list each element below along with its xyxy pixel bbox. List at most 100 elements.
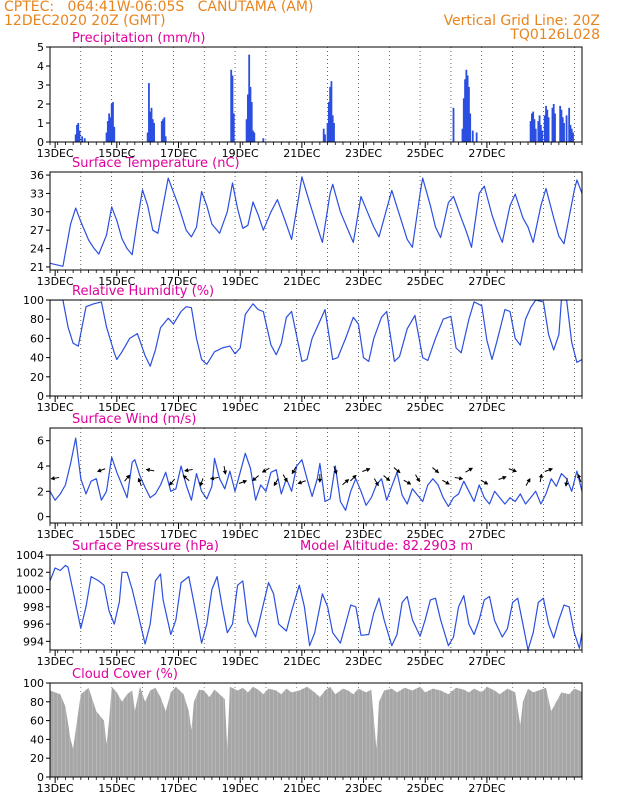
- precip-bar-34: [322, 128, 325, 142]
- header-datetime: 12DEC2020 20Z (GMT): [4, 13, 166, 29]
- precip-bar-48: [468, 86, 470, 142]
- precip-bar-32: [253, 132, 256, 142]
- temperature-y-label-24: 24: [30, 243, 44, 256]
- pressure-x-label-7: 27DEC: [468, 655, 505, 668]
- wind-arrow-head-13: [261, 468, 267, 473]
- precip-bar-66: [552, 104, 555, 142]
- precip-bar-22: [164, 136, 167, 142]
- wind-arrow-head-4: [145, 467, 150, 473]
- temperature-y-label-30: 30: [30, 206, 44, 219]
- wind-arrow-head-14: [273, 481, 278, 487]
- precip-bar-60: [541, 130, 544, 142]
- wind-arrow-head-27: [415, 477, 420, 483]
- wind-title: Surface Wind (m/s): [72, 412, 196, 427]
- header-grid-note: Vertical Grid Line: 20Z: [443, 13, 600, 29]
- precip-bar-3: [78, 130, 81, 142]
- header-code: TQ0126L028: [510, 27, 600, 43]
- cloud-x-label-2: 17DEC: [160, 782, 197, 795]
- precip-bar-69: [560, 109, 563, 142]
- wind-arrow-head-21: [352, 474, 357, 480]
- pressure-x-label-5: 23DEC: [345, 655, 382, 668]
- header-location: CPTEC: 064:41W-06:05S CANUTAMA (AM): [4, 0, 314, 15]
- wind-x-label-5: 23DEC: [345, 528, 382, 541]
- precip-y-label-1: 1: [37, 117, 44, 130]
- wind-arrow-head-35: [526, 478, 531, 483]
- precip-bar-5: [83, 138, 86, 142]
- humidity-y-label-100: 100: [23, 294, 44, 307]
- wind-x-label-7: 27DEC: [468, 528, 505, 541]
- precip-bar-9: [109, 117, 112, 142]
- wind-arrow-head-25: [396, 468, 401, 474]
- precip-y-label-0: 0: [37, 136, 44, 149]
- cloud-frame: [49, 682, 583, 778]
- wind-arrow-head-37: [548, 467, 553, 472]
- precip-bar-10: [110, 104, 113, 142]
- wind-arrow-head-36: [538, 473, 544, 478]
- precip-bar-24: [231, 75, 234, 142]
- precip-bar-17: [151, 119, 154, 142]
- wind-x-label-2: 17DEC: [160, 528, 197, 541]
- precip-bar-47: [466, 75, 469, 142]
- precip-bar-68: [559, 105, 562, 142]
- pressure-x-label-4: 21DEC: [283, 655, 320, 668]
- wind-arrow-head-24: [385, 476, 391, 482]
- humidity-x-label-2: 17DEC: [160, 401, 197, 414]
- humidity-x-label-7: 27DEC: [468, 401, 505, 414]
- cloud-y-label-100: 100: [23, 677, 44, 690]
- precip-bar-58: [538, 115, 541, 142]
- wind-x-label-4: 21DEC: [283, 528, 320, 541]
- temperature-x-label-1: 15DEC: [98, 275, 135, 288]
- wind-x-label-3: 19DEC: [222, 528, 259, 541]
- wind-y-label-2: 2: [37, 485, 44, 498]
- precip-bar-63: [546, 109, 549, 142]
- precip-bar-18: [153, 123, 155, 142]
- pressure-y-label-994: 994: [23, 635, 44, 648]
- humidity-y-label-20: 20: [30, 371, 44, 384]
- wind-arrow-head-16: [291, 469, 296, 475]
- cloud-title: Cloud Cover (%): [72, 667, 178, 682]
- wind-arrow-head-33: [502, 475, 507, 480]
- wind-arrow-head-39: [577, 473, 582, 479]
- precip-bar-21: [163, 117, 166, 142]
- precip-bar-15: [149, 111, 152, 142]
- wind-arrow-head-6: [182, 475, 188, 480]
- wind-arrow-head-17: [297, 480, 303, 485]
- cloud-x-label-7: 27DEC: [468, 782, 505, 795]
- wind-arrow-head-3: [125, 474, 131, 480]
- precip-bar-57: [537, 121, 540, 142]
- temperature-y-label-21: 21: [30, 261, 44, 274]
- precip-bar-64: [547, 117, 550, 142]
- precip-bar-62: [545, 105, 547, 142]
- cloud-y-label-0: 0: [37, 771, 44, 784]
- pressure-x-label-3: 19DEC: [222, 655, 259, 668]
- temperature-x-label-4: 21DEC: [283, 275, 320, 288]
- precip-bar-75: [570, 128, 573, 142]
- cloud-x-label-0: 13DEC: [37, 782, 74, 795]
- wind-y-label-6: 6: [37, 435, 44, 448]
- wind-arrow-head-7: [184, 468, 189, 473]
- pressure-x-label-1: 15DEC: [98, 655, 135, 668]
- precip-bar-42: [452, 107, 455, 142]
- humidity-x-label-5: 23DEC: [345, 401, 382, 414]
- precip-x-label-0: 13DEC: [37, 147, 74, 160]
- wind-arrow-head-32: [483, 480, 489, 485]
- wind-arrow-head-18: [317, 478, 323, 483]
- humidity-x-label-3: 19DEC: [222, 401, 259, 414]
- precip-bar-41: [333, 123, 335, 142]
- precip-bar-49: [469, 113, 472, 142]
- cloud-y-label-40: 40: [30, 733, 44, 746]
- pressure-y-label-998: 998: [23, 601, 44, 614]
- precip-bar-25: [232, 113, 235, 142]
- cloud-y-label-80: 80: [30, 696, 44, 709]
- precip-bar-43: [461, 128, 464, 142]
- precip-bar-40: [331, 115, 334, 142]
- precip-bar-55: [533, 119, 536, 142]
- humidity-y-label-0: 0: [37, 390, 44, 403]
- wind-arrow-head-11: [242, 479, 248, 484]
- precip-x-label-4: 21DEC: [283, 147, 320, 160]
- precip-bar-51: [475, 132, 478, 142]
- cloud-x-label-4: 21DEC: [283, 782, 320, 795]
- humidity-line: [50, 300, 582, 367]
- humidity-x-label-0: 13DEC: [37, 401, 74, 414]
- precip-bar-46: [465, 69, 468, 142]
